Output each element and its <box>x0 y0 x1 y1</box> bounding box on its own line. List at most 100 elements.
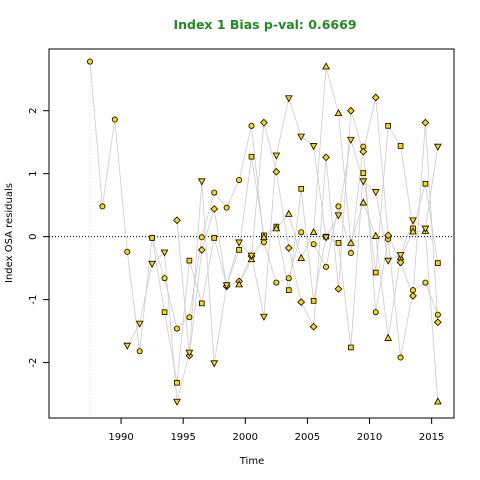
data-point-s2-13 <box>298 185 304 192</box>
data-point-s1-1 <box>86 58 93 65</box>
data-point-s1-24 <box>372 309 379 316</box>
data-point-s2-17 <box>348 344 354 351</box>
data-point-s3-10 <box>284 244 293 252</box>
data-point-s2-2 <box>161 309 168 316</box>
y-tick-label-2: 2 <box>28 108 39 114</box>
data-point-s2-4 <box>186 257 193 264</box>
data-point-s1-5 <box>136 348 143 355</box>
data-point-s4-9 <box>334 109 343 117</box>
data-point-s1-10 <box>198 234 205 241</box>
data-point-s3-3 <box>197 246 206 254</box>
data-point-s5-23 <box>396 252 405 260</box>
data-point-s1-8 <box>173 325 180 332</box>
data-point-s2-5 <box>199 300 205 307</box>
y-tick-label-0: 0 <box>28 233 39 239</box>
x-tick-label-1990: 1990 <box>108 432 133 443</box>
x-axis: 1990 1995 2000 2005 2010 2015 <box>108 418 444 443</box>
data-point-s5-24 <box>409 217 417 225</box>
x-tick-label-2000: 2000 <box>233 432 258 443</box>
data-point-s2-16 <box>335 240 342 246</box>
series-2-line <box>151 124 439 383</box>
x-tick-label-2010: 2010 <box>357 432 382 443</box>
data-point-s1-15 <box>260 239 267 246</box>
data-point-s1-13 <box>236 176 243 183</box>
data-point-s5-8 <box>210 360 219 368</box>
data-point-s5-2 <box>135 320 144 328</box>
x-tick-label-2015: 2015 <box>419 432 444 443</box>
data-point-s1-21 <box>335 203 342 210</box>
data-point-s3-21 <box>421 118 430 127</box>
data-point-s2-8 <box>236 247 242 253</box>
data-point-s3-19 <box>396 258 405 267</box>
data-point-s5-22 <box>384 257 393 265</box>
data-point-s5-6 <box>185 349 194 357</box>
data-point-s4-4 <box>272 224 281 232</box>
data-point-s1-19 <box>310 241 317 248</box>
data-point-s1-11 <box>211 189 218 196</box>
data-point-s1-26 <box>397 354 404 361</box>
data-point-s1-4 <box>124 248 131 255</box>
y-tick-label-1: 1 <box>28 170 39 176</box>
data-point-s2-3 <box>174 379 180 386</box>
data-point-s3-16 <box>359 147 368 156</box>
data-point-s5-19 <box>347 136 355 144</box>
data-point-s3-11 <box>297 298 306 307</box>
data-point-s5-13 <box>272 152 281 160</box>
data-point-s1-7 <box>161 275 168 282</box>
chart-title: Index 1 Bias p-val: 0.6669 <box>173 17 356 32</box>
data-point-s1-22 <box>347 250 354 257</box>
data-point-s5-16 <box>309 143 318 151</box>
data-point-s4-10 <box>347 238 355 246</box>
data-point-s3-17 <box>371 93 380 102</box>
data-point-s2-21 <box>397 143 404 149</box>
data-point-s4-13 <box>384 333 393 341</box>
y-tick-label--2: -2 <box>28 358 39 368</box>
data-point-s3-4 <box>210 205 219 213</box>
data-point-s1-16 <box>273 279 280 286</box>
x-tick-label-1995: 1995 <box>170 432 195 443</box>
data-point-s4-6 <box>297 253 306 261</box>
data-point-s2-9 <box>248 153 255 160</box>
data-point-s3-12 <box>309 322 318 331</box>
data-point-s5-17 <box>322 234 330 242</box>
x-tick-label-2005: 2005 <box>295 432 320 443</box>
data-point-s2-14 <box>310 298 317 304</box>
data-point-s1-3 <box>111 116 118 123</box>
data-point-s4-12 <box>371 231 380 239</box>
series-5-line <box>126 96 439 402</box>
plot-frame <box>48 48 455 419</box>
data-point-s5-20 <box>359 178 368 186</box>
data-point-s3-18 <box>384 231 393 240</box>
data-point-s1-20 <box>323 263 330 270</box>
data-point-s4-11 <box>359 198 368 206</box>
data-point-s5-26 <box>433 143 442 151</box>
data-point-s5-21 <box>371 189 380 197</box>
data-point-s3-13 <box>322 153 330 162</box>
data-point-s3-22 <box>433 318 442 327</box>
data-point-s5-3 <box>148 260 156 268</box>
data-point-s5-5 <box>173 398 181 406</box>
data-point-s2-6 <box>211 235 218 241</box>
data-point-s2-18 <box>360 170 367 176</box>
data-point-s5-9 <box>222 282 231 290</box>
data-point-s4-17 <box>433 397 442 405</box>
y-axis-label: Index OSA residuals <box>4 183 15 283</box>
y-tick-label--1: -1 <box>28 295 39 305</box>
data-point-s5-10 <box>235 239 243 247</box>
data-point-s2-20 <box>385 123 391 129</box>
data-point-s5-1 <box>123 342 132 350</box>
data-point-s3-1 <box>173 216 181 225</box>
data-point-s3-20 <box>409 291 417 300</box>
data-point-s1-2 <box>99 203 106 210</box>
data-point-s4-3 <box>260 233 268 241</box>
data-point-s4-8 <box>322 62 330 70</box>
data-point-s3-9 <box>272 167 281 176</box>
data-point-s5-12 <box>260 313 268 321</box>
data-point-s2-24 <box>435 260 441 266</box>
data-point-s4-5 <box>284 209 293 217</box>
data-point-s5-25 <box>421 225 430 233</box>
series-3-line <box>176 97 439 356</box>
x-axis-label: Time <box>239 456 264 467</box>
data-point-s1-12 <box>223 204 230 211</box>
